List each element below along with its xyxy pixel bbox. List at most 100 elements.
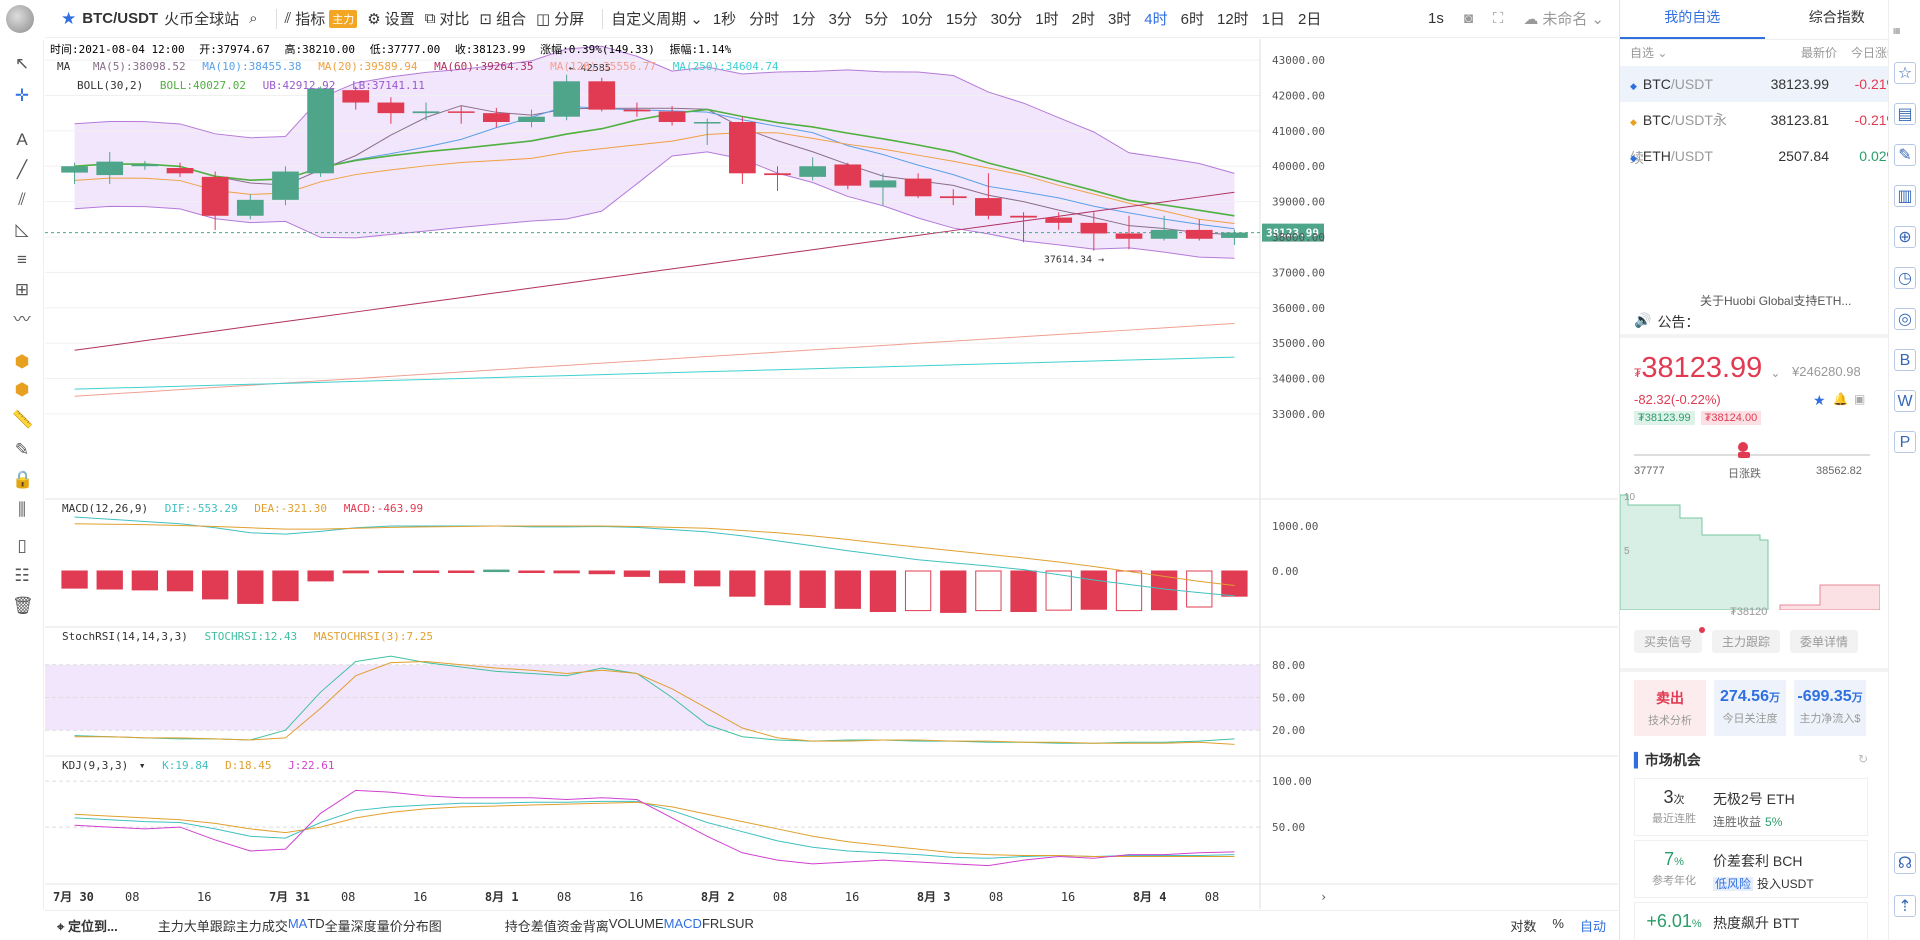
bottom-indicator2-4[interactable]: MACD [663,916,702,931]
period-6[interactable]: 15分 [945,11,978,28]
refresh-icon[interactable]: ↻ [1858,752,1869,766]
market-item[interactable]: 3次 最近连胜 无极2号 ETH 连胜收益 5% [1634,778,1868,836]
chevron-down-icon[interactable]: ⌄ [1770,366,1781,380]
symbol-selector[interactable]: ★ BTC/USDT 火币全球站 [61,8,239,29]
favorite-star-icon[interactable]: ★ [1813,392,1826,408]
candles-icon[interactable]: ⫼ [18,500,26,519]
indicator-button[interactable]: ⫽ 指标 主力 [285,8,358,29]
action-button-2[interactable]: 委单详情 [1790,630,1859,653]
grid-tool-icon[interactable]: ⊞ [14,280,30,299]
watchlist-row[interactable]: ◆ ETH/USDT 2507.84 0.02% [1620,138,1909,174]
stat-card[interactable]: 274.56万 今日关注度 [1714,680,1786,736]
triangle-tool-icon[interactable]: ◺ [15,220,29,239]
action-button-0[interactable]: 买卖信号 [1634,627,1706,653]
line-tool-icon[interactable]: ╱ [16,160,28,179]
period-0[interactable]: 1秒 [712,11,737,28]
w-icon[interactable]: W [1894,390,1916,412]
crosshair-icon[interactable]: ✛ [14,86,30,105]
period-15[interactable]: 2日 [1298,11,1322,28]
period-11[interactable]: 4时 [1144,11,1168,28]
cursor-icon[interactable]: ↖ [14,54,30,73]
bottom-indicator-0[interactable]: 主力大单 [157,919,210,934]
settings-button[interactable]: ⚙ 设置 [367,8,414,29]
period-3[interactable]: 3分 [828,11,852,28]
period-7[interactable]: 30分 [990,11,1023,28]
period-2[interactable]: 1分 [792,11,816,28]
scale-option-0[interactable]: 对数 [1510,919,1537,934]
ruler-icon[interactable]: 📏 [12,410,34,429]
list-edit-icon[interactable]: ☷ [14,566,30,585]
action-button-1[interactable]: 主力跟踪 [1712,630,1781,653]
bottom-indicator-4[interactable]: TD [307,916,325,931]
compare-button[interactable]: ⧉ 对比 [425,8,470,29]
custom-period-dropdown[interactable]: 自定义周期 ⌄ [611,8,703,29]
bottom-indicator2-5[interactable]: FRL [701,916,727,931]
headset-icon[interactable]: ☊ [1894,852,1916,874]
stat-card[interactable]: -699.35万 主力净流入$ [1794,680,1866,736]
pattern-tool-icon[interactable]: ⬢ [14,352,30,371]
watchlist-row[interactable]: ◆ BTC/USDT 38123.99 -0.21% [1620,66,1909,102]
tab-index[interactable]: 综合指数 [1808,9,1865,25]
period-4[interactable]: 5分 [864,11,889,28]
pattern2-tool-icon[interactable]: ⬢ [14,380,30,399]
lock-icon[interactable]: 🔒 [12,470,34,489]
bottom-indicator2-0[interactable]: 持仓差 [504,919,544,934]
period-5[interactable]: 10分 [901,11,933,28]
clock-icon[interactable]: ◷ [1894,267,1916,289]
share-icon[interactable]: ▣ [1854,392,1866,406]
up-icon[interactable]: ⇡ [1894,895,1916,917]
bottom-indicator-5[interactable]: 全量深度 [324,919,377,934]
bottom-indicator2-1[interactable]: 值资金 [543,919,583,934]
combo-button[interactable]: ⊡ 组合 [479,8,526,29]
market-item[interactable]: +6.01% 热度飙升 BTT [1634,902,1868,940]
tab-my-watchlist[interactable]: 我的自选 [1620,0,1765,39]
bottom-indicator-3[interactable]: MA [287,916,308,931]
watchlist-row[interactable]: ◆ BTC/USDT永续 38123.81 -0.21% [1620,102,1909,166]
bottom-indicator-1[interactable]: 跟踪主力 [209,919,262,934]
chevron-down-icon[interactable]: ▾ [139,759,146,772]
bottom-indicator2-3[interactable]: VOLUME [608,916,664,931]
bottom-indicator2-6[interactable]: SUR [726,916,754,931]
note-icon[interactable]: ✎ [1894,144,1916,166]
channel-tool-icon[interactable]: ≡ [17,250,27,269]
bookmark-icon[interactable]: ▯ [17,536,27,555]
watchlist-group-dropdown[interactable]: 自选 ⌄ [1630,46,1668,60]
search-icon[interactable]: ⌕ [249,10,258,27]
chevron-right-icon[interactable]: › [1320,890,1327,904]
plus-doc-icon[interactable]: ⊕ [1894,226,1916,248]
cloud-save-button[interactable]: ☁ 未命名 ⌄ [1523,8,1604,29]
scale-option-1[interactable]: % [1552,916,1564,931]
trash-icon[interactable]: 🗑 [12,596,34,615]
period-14[interactable]: 1日 [1261,11,1286,28]
period-1[interactable]: 分时 [749,11,780,28]
fullscreen-icon[interactable]: ⛶ [1492,10,1504,27]
text-tool-icon[interactable]: A [16,130,28,149]
wave-tool-icon[interactable]: 〰 [13,310,31,329]
period-10[interactable]: 3时 [1107,11,1132,28]
notice-text[interactable]: 关于Huobi Global支持ETH... [1700,294,1852,306]
period-13[interactable]: 12时 [1216,11,1249,28]
camera-icon[interactable]: ◙ [1463,10,1473,27]
bottom-indicator-6[interactable]: 量价分布图 [376,919,442,934]
chart-icon[interactable]: ▤ [1894,103,1916,125]
bottom-indicator-2[interactable]: 成交 [261,919,288,934]
ray-tool-icon[interactable]: ⫽ [18,190,26,209]
period-12[interactable]: 6时 [1180,11,1204,28]
bars-icon[interactable]: ▥ [1894,185,1916,207]
favorite-star-icon[interactable]: ★ [61,8,77,28]
period-8[interactable]: 1时 [1035,11,1059,28]
app-logo[interactable] [6,5,34,33]
depth-chart[interactable]: 10 5 [1620,490,1880,610]
market-item[interactable]: 7% 参考年化 价差套利 BCH 低风险 投入USDT [1634,840,1868,898]
scale-option-2[interactable]: 自动 [1579,919,1606,934]
rocket-icon[interactable]: ◎ [1894,308,1916,330]
sec-button[interactable]: 1s [1427,10,1444,27]
pen-icon[interactable]: ✎ [14,440,30,459]
pro-icon[interactable]: P [1894,431,1916,453]
b-icon[interactable]: B [1894,349,1916,371]
stat-card[interactable]: 卖出 技术分析 [1634,680,1706,736]
locate-button[interactable]: ⌖ 定位到... [57,916,118,935]
star-icon[interactable]: ☆ [1894,62,1916,84]
price-chart[interactable]: 38123.99 ← 42585 37614.34 → 43000.00 42000.… [45,39,1618,909]
bottom-indicator2-2[interactable]: 背离 [582,919,609,934]
